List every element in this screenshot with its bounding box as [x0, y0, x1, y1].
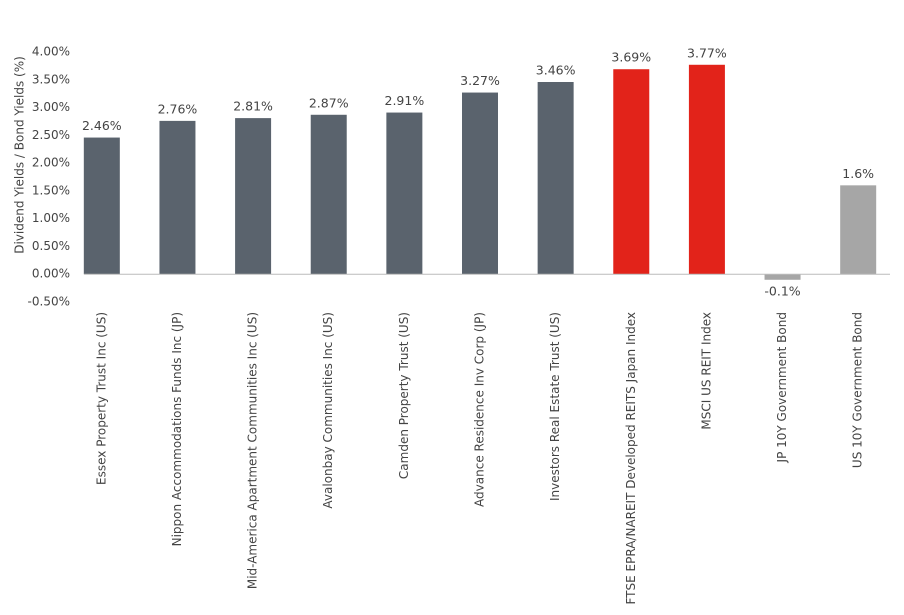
bar: [537, 82, 574, 275]
y-tick-label: 2.00%: [32, 156, 70, 170]
x-tick-label: Camden Property Trust (US): [397, 312, 411, 479]
y-tick-label: 3.00%: [32, 100, 70, 114]
bar: [235, 118, 272, 275]
y-tick-label: -0.50%: [28, 295, 70, 309]
x-tick-label: Avalonbay Communities Inc (US): [321, 312, 335, 509]
bar: [840, 185, 877, 275]
x-tick-label: Investors Real Estate Trust (US): [548, 312, 562, 501]
bar: [462, 92, 498, 275]
bar: [764, 274, 801, 280]
y-tick-label: 0.50%: [32, 239, 70, 253]
bar: [688, 64, 725, 275]
x-tick-label: MSCI US REIT Index: [699, 312, 713, 430]
x-tick-label: Advance Residence Inv Corp (JP): [473, 312, 487, 507]
bar: [386, 112, 423, 275]
y-tick-label: 2.50%: [32, 128, 70, 142]
value-label: 3.77%: [687, 45, 727, 60]
x-tick-label: Mid-America Apartment Communities Inc (U…: [246, 312, 260, 589]
value-label: 2.46%: [82, 118, 122, 133]
y-tick-label: 1.50%: [32, 183, 70, 197]
value-label: 3.46%: [536, 63, 576, 78]
y-tick-label: 1.00%: [32, 211, 70, 225]
value-label: 3.27%: [460, 73, 500, 88]
bar: [310, 114, 347, 275]
value-label: 2.91%: [385, 93, 425, 108]
y-axis-title: Dividend Yields / Bond Yields (%): [13, 56, 27, 254]
x-tick-label: JP 10Y Government Bond: [775, 312, 789, 463]
value-label: 2.76%: [158, 101, 198, 116]
bar: [159, 120, 196, 275]
y-tick-label: 0.00%: [32, 267, 70, 281]
value-label: 2.87%: [309, 95, 349, 110]
x-tick-label: Nippon Accommodations Funds Inc (JP): [170, 312, 184, 546]
value-label: -0.1%: [764, 283, 800, 298]
value-label: 2.81%: [233, 99, 273, 114]
bar: [83, 137, 120, 275]
y-tick-label: 4.00%: [32, 45, 70, 59]
value-label: 3.69%: [611, 50, 651, 65]
bar: [613, 69, 650, 275]
value-label: 1.6%: [842, 166, 874, 181]
y-tick-label: 3.50%: [32, 72, 70, 86]
x-tick-label: Essex Property Trust Inc (US): [94, 312, 108, 485]
x-tick-label: US 10Y Government Bond: [851, 312, 865, 468]
x-tick-label: FTSE EPRA/NAREIT Developed REITS Japan I…: [624, 312, 638, 605]
